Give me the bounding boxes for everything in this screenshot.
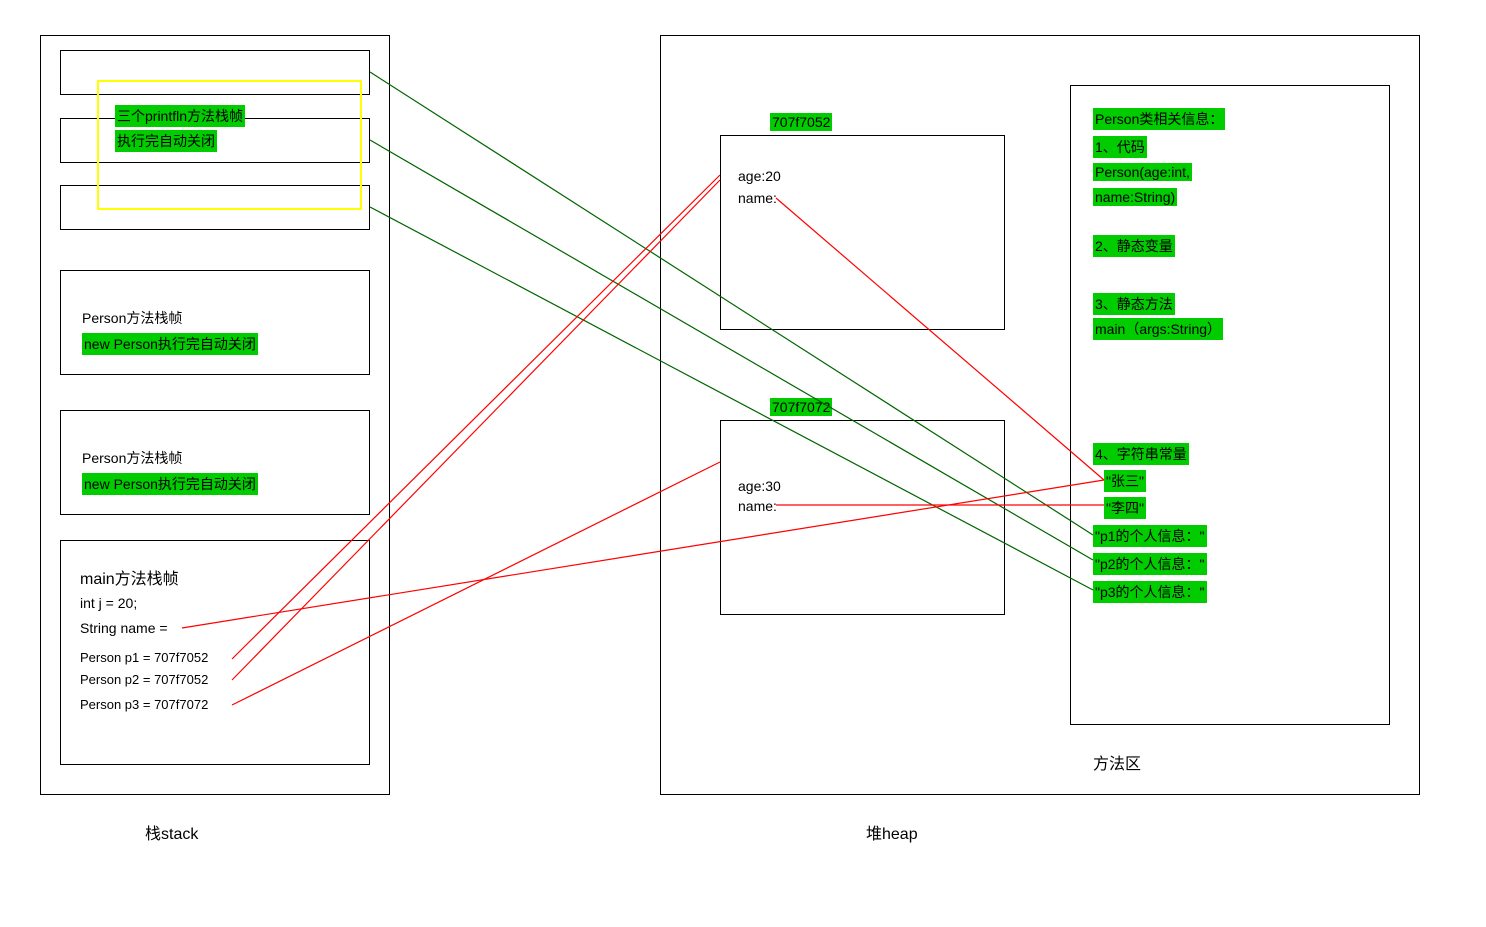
person-frame-2-note: new Person执行完自动关闭: [82, 473, 258, 495]
heap-obj2-box: [720, 420, 1005, 615]
main-frame-title: main方法栈帧: [80, 565, 179, 589]
heap-label: 堆heap: [866, 820, 918, 844]
ma-item-6: main（args:String）: [1093, 318, 1223, 340]
ma-item-8: "张三": [1104, 470, 1146, 492]
main-line-p2: Person p2 = 707f7052: [80, 672, 208, 687]
ma-item-7: 4、字符串常量: [1093, 443, 1189, 465]
heap-obj2-addr: 707f7072: [770, 398, 832, 416]
person-frame-1-note: new Person执行完自动关闭: [82, 333, 258, 355]
printfln-note-line1: 三个printfln方法栈帧: [115, 105, 245, 127]
heap-obj1-addr: 707f7052: [770, 113, 832, 131]
main-line-name: String name =: [80, 620, 168, 636]
ma-item-5: 3、静态方法: [1093, 293, 1175, 315]
person-frame-2-title: Person方法栈帧: [82, 448, 182, 468]
ma-item-9: "李四": [1104, 497, 1146, 519]
heap-obj2-age: age:30: [738, 478, 781, 494]
stack-label: 栈stack: [145, 820, 198, 844]
method-area-box: [1070, 85, 1390, 725]
ma-item-0: Person类相关信息：: [1093, 108, 1225, 130]
heap-obj1-box: [720, 135, 1005, 330]
main-line-intj: int j = 20;: [80, 595, 137, 611]
main-line-p1: Person p1 = 707f7052: [80, 650, 208, 665]
ma-item-4: 2、静态变量: [1093, 235, 1175, 257]
ma-item-11: "p2的个人信息：": [1093, 553, 1207, 575]
main-line-p3: Person p3 = 707f7072: [80, 697, 208, 712]
method-area-label: 方法区: [1093, 750, 1141, 774]
ma-item-1: 1、代码: [1093, 136, 1147, 158]
heap-obj1-name: name:: [738, 190, 777, 206]
person-frame-1-title: Person方法栈帧: [82, 308, 182, 328]
printfln-note-line2: 执行完自动关闭: [115, 130, 217, 152]
ma-item-2: Person(age:int,: [1093, 163, 1192, 181]
heap-obj2-name: name:: [738, 498, 777, 514]
ma-item-12: "p3的个人信息：": [1093, 581, 1207, 603]
heap-obj1-age: age:20: [738, 168, 781, 184]
ma-item-10: "p1的个人信息：": [1093, 525, 1207, 547]
ma-item-3: name:String): [1093, 188, 1177, 206]
